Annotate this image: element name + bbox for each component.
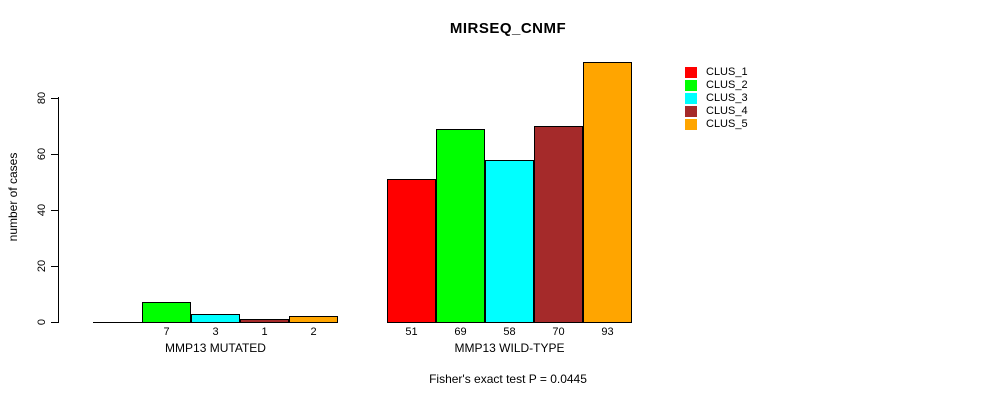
- bar: [534, 126, 583, 323]
- bar-value-label: 1: [261, 326, 268, 338]
- legend-color-swatch: [685, 92, 697, 104]
- legend-label: CLUS_2: [706, 79, 748, 91]
- legend-label: CLUS_5: [706, 118, 748, 130]
- bar-value-label: 93: [601, 326, 614, 338]
- y-tick-mark: [51, 210, 58, 211]
- group-label: MMP13 MUTATED: [165, 341, 266, 355]
- legend-item: CLUS_4: [685, 105, 748, 117]
- legend-color-swatch: [685, 66, 697, 78]
- bar-zero-line: [93, 322, 142, 323]
- legend-color-swatch: [685, 79, 697, 91]
- y-tick-label: 60: [36, 147, 48, 161]
- bar: [387, 179, 436, 323]
- y-tick-mark: [51, 322, 58, 323]
- y-tick-mark: [51, 154, 58, 155]
- legend-item: CLUS_2: [685, 79, 748, 91]
- bar-value-label: 51: [405, 326, 418, 338]
- y-tick-label: 20: [36, 259, 48, 273]
- legend-label: CLUS_3: [706, 92, 748, 104]
- bar-value-label: 2: [310, 326, 317, 338]
- legend-item: CLUS_1: [685, 66, 748, 78]
- bar-value-label: 58: [503, 326, 516, 338]
- y-axis-line: [58, 97, 59, 323]
- bar: [436, 129, 485, 323]
- bar: [142, 302, 191, 323]
- bar-value-label: 70: [552, 326, 565, 338]
- y-tick-mark: [51, 266, 58, 267]
- bar: [583, 62, 632, 323]
- legend-color-swatch: [685, 118, 697, 130]
- legend-label: CLUS_1: [706, 66, 748, 78]
- bar: [191, 314, 240, 323]
- bar-value-label: 3: [212, 326, 219, 338]
- y-tick-label: 80: [36, 91, 48, 105]
- legend-item: CLUS_5: [685, 118, 748, 130]
- bar: [240, 319, 289, 323]
- y-tick-label: 0: [36, 318, 48, 326]
- y-axis-label: number of cases: [6, 152, 20, 242]
- legend-color-swatch: [685, 105, 697, 117]
- y-tick-label: 40: [36, 203, 48, 217]
- footnote: Fisher's exact test P = 0.0445: [429, 372, 587, 386]
- bar: [289, 316, 338, 323]
- group-label: MMP13 WILD-TYPE: [454, 341, 565, 355]
- bar: [485, 160, 534, 323]
- y-tick-mark: [51, 98, 58, 99]
- bar-value-label: 7: [163, 326, 170, 338]
- chart-title: MIRSEQ_CNMF: [449, 20, 567, 37]
- legend-label: CLUS_4: [706, 105, 748, 117]
- legend-item: CLUS_3: [685, 92, 748, 104]
- bar-value-label: 69: [454, 326, 467, 338]
